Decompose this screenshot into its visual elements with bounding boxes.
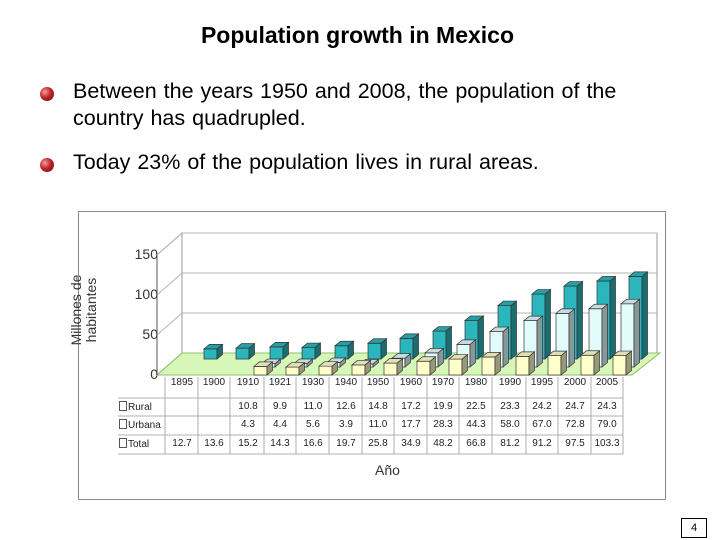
table-cell: 72.8 (565, 419, 585, 430)
table-cell: 4.4 (273, 419, 287, 430)
table-cell: 44.3 (466, 419, 486, 430)
table-cell: 4.3 (241, 419, 255, 430)
bullet-1-line-1: Between the years 1950 and 2008, the pop… (73, 79, 617, 103)
y-tick-label: 0 (150, 366, 158, 382)
category-label: 1895 (170, 377, 194, 388)
table-row-label: Rural (119, 401, 152, 413)
category-label: 1900 (202, 377, 226, 388)
category-label: 2000 (563, 377, 587, 388)
category-label: 1960 (399, 377, 423, 388)
legend-swatch (119, 419, 127, 429)
category-label: 1930 (301, 377, 325, 388)
table-cell: 15.2 (238, 438, 258, 449)
y-axis-title-line-2: habitantes (83, 277, 99, 343)
y-tick-label: 50 (142, 326, 158, 342)
category-label: 1950 (366, 377, 390, 388)
table-cell: 16.6 (303, 438, 323, 449)
table-cell: 81.2 (500, 438, 520, 449)
table-cell: 34.9 (401, 438, 421, 449)
bullet-2-line-1: Today 23% of the population lives in rur… (73, 150, 539, 174)
legend-swatch (119, 438, 127, 448)
category-label: 2005 (595, 377, 619, 388)
table-cell: 19.7 (336, 438, 356, 449)
table-cell: 11.0 (303, 401, 323, 412)
table-cell: 10.8 (238, 401, 258, 412)
y-tick-label: 100 (134, 286, 158, 302)
table-row-label: Urbana (119, 419, 161, 431)
legend-label: Rural (128, 402, 152, 413)
category-label: 1921 (268, 377, 292, 388)
table-cell: 14.3 (270, 438, 290, 449)
bullet-text-1: Between the years 1950 and 2008, the pop… (73, 78, 616, 132)
table-cell: 22.5 (466, 401, 486, 412)
table-cell: 103.3 (594, 438, 620, 449)
table-cell: 24.2 (532, 401, 552, 412)
table-cell: 17.7 (401, 419, 421, 430)
category-label: 1980 (464, 377, 488, 388)
slide-title: Population growth in Mexico (200, 22, 515, 48)
table-cell: 28.3 (433, 419, 453, 430)
table-cell: 12.7 (172, 438, 192, 449)
category-label: 1970 (431, 377, 455, 388)
table-cell: 58.0 (500, 419, 520, 430)
table-cell: 79.0 (597, 419, 617, 430)
table-cell: 14.8 (368, 401, 388, 412)
table-cell: 11.0 (368, 419, 388, 430)
bullet-text-2: Today 23% of the population lives in rur… (73, 149, 539, 176)
table-cell: 97.5 (565, 438, 585, 449)
table-cell: 25.8 (368, 438, 388, 449)
x-axis-title: Año (375, 462, 400, 478)
table-cell: 13.6 (204, 438, 224, 449)
legend-label: Total (128, 439, 150, 450)
legend-swatch (119, 401, 127, 411)
table-cell: 3.9 (339, 419, 353, 430)
table-cell: 24.3 (597, 401, 617, 412)
category-label: 1995 (530, 377, 554, 388)
bullet-icon (40, 87, 54, 101)
table-cell: 23.3 (500, 401, 520, 412)
y-axis-title-line-1: Millones de (68, 274, 84, 346)
table-cell: 48.2 (433, 438, 453, 449)
table-cell: 5.6 (306, 419, 320, 430)
table-cell: 9.9 (273, 401, 287, 412)
table-cell: 19.9 (433, 401, 453, 412)
bullet-1-line-2: country has quadrupled. (73, 106, 306, 130)
category-label: 1910 (236, 377, 260, 388)
page-number: 4 (681, 518, 707, 538)
y-axis-title: Millones de habitantes (68, 260, 99, 360)
table-cell: 17.2 (401, 401, 421, 412)
y-tick-label: 150 (134, 246, 158, 262)
category-label: 1940 (334, 377, 358, 388)
table-cell: 24.7 (565, 401, 585, 412)
legend-label: Urbana (128, 420, 161, 431)
table-cell: 91.2 (532, 438, 552, 449)
category-label: 1990 (498, 377, 522, 388)
chart-frame (78, 211, 666, 500)
table-row-label: Total (119, 438, 149, 450)
table-cell: 12.6 (336, 401, 356, 412)
table-cell: 67.0 (532, 419, 552, 430)
table-cell: 66.8 (466, 438, 486, 449)
bullet-icon (40, 158, 54, 172)
